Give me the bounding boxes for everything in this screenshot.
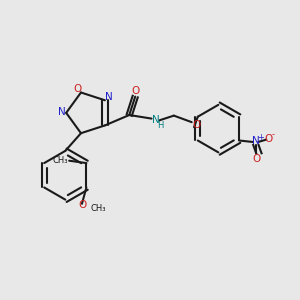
- Text: O: O: [73, 84, 82, 94]
- Text: O: O: [265, 134, 273, 144]
- Text: H: H: [157, 121, 163, 130]
- Text: O: O: [252, 154, 261, 164]
- Text: N: N: [105, 92, 112, 102]
- Text: N: N: [58, 107, 65, 117]
- Text: O: O: [192, 119, 200, 130]
- Text: CH₃: CH₃: [52, 156, 68, 165]
- Text: O: O: [132, 86, 140, 96]
- Text: CH₃: CH₃: [91, 204, 106, 213]
- Text: +: +: [257, 133, 264, 142]
- Text: N: N: [152, 115, 160, 125]
- Text: -: -: [272, 130, 274, 139]
- Text: N: N: [252, 136, 260, 146]
- Text: O: O: [79, 200, 87, 210]
